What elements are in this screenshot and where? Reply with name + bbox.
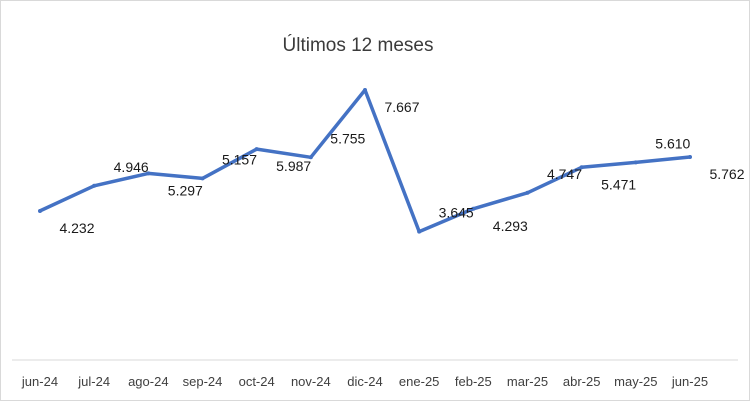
- x-tick-label: feb-25: [455, 374, 492, 389]
- data-label: 4.946: [114, 159, 149, 175]
- data-point: [92, 183, 97, 188]
- data-point: [471, 206, 476, 211]
- x-tick-label: ene-25: [399, 374, 439, 389]
- data-point: [200, 176, 205, 181]
- x-tick-label: may-25: [614, 374, 657, 389]
- data-label: 7.667: [384, 99, 419, 115]
- data-point: [308, 155, 313, 160]
- data-label: 5.987: [276, 158, 311, 174]
- data-label: 4.293: [493, 218, 528, 234]
- data-point: [254, 147, 259, 152]
- data-label: 3.645: [439, 205, 474, 221]
- data-point: [525, 190, 530, 195]
- data-point: [579, 165, 584, 170]
- x-tick-label: dic-24: [347, 374, 382, 389]
- data-label: 5.471: [601, 176, 636, 192]
- x-tick-label: nov-24: [291, 374, 331, 389]
- data-labels: 4.232 4.946 5.297 5.157 5.987 5.755 7.667 3.645…: [59, 99, 744, 236]
- x-tick-label: jul-24: [77, 374, 110, 389]
- data-label: 5.610: [655, 135, 690, 151]
- data-label: 5.157: [222, 151, 257, 167]
- x-axis-ticks: jun-24 jul-24 ago-24 sep-24 oct-24 nov-24 dic-…: [21, 374, 708, 389]
- chart-title: Últimos 12 meses: [283, 34, 434, 56]
- data-point: [146, 171, 151, 176]
- data-label: 4.232: [59, 220, 94, 236]
- data-label: 5.755: [330, 130, 365, 146]
- x-tick-label: jun-24: [21, 374, 58, 389]
- data-label: 5.297: [168, 182, 203, 198]
- x-tick-label: ago-24: [128, 374, 168, 389]
- data-point: [363, 87, 367, 92]
- data-point: [38, 208, 42, 213]
- x-tick-label: sep-24: [183, 374, 223, 389]
- data-point: [417, 229, 422, 234]
- x-tick-label: oct-24: [239, 374, 275, 389]
- data-point: [633, 160, 638, 165]
- x-tick-label: mar-25: [507, 374, 548, 389]
- data-point: [688, 155, 692, 160]
- x-tick-label: abr-25: [563, 374, 601, 389]
- data-label: 4.747: [547, 166, 582, 182]
- series-layer: [38, 87, 692, 234]
- data-label: 5.762: [709, 166, 744, 182]
- x-tick-label: jun-25: [671, 374, 708, 389]
